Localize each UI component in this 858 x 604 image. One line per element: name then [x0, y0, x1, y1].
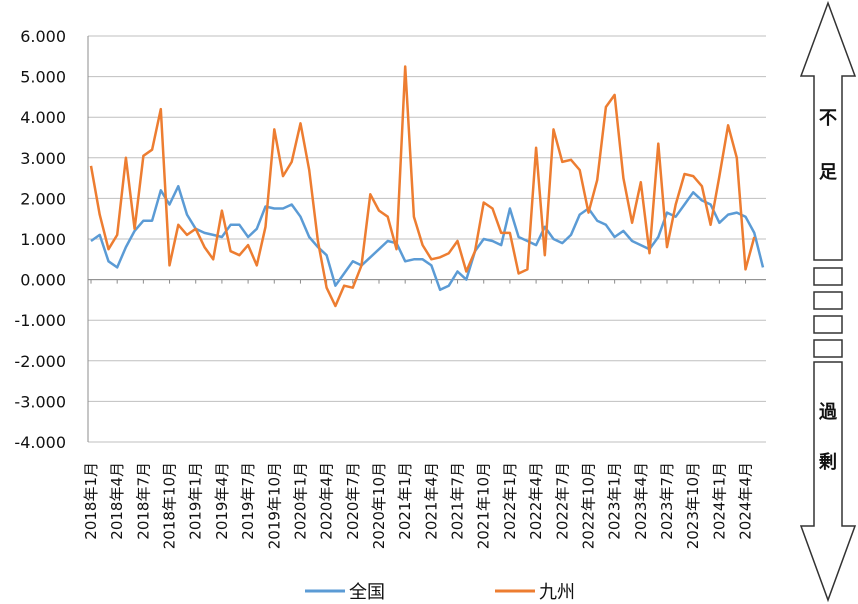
- x-tick-label: 2020年10月: [370, 462, 388, 549]
- y-tick-label: -3.000: [14, 392, 66, 411]
- x-tick-label: 2024年4月: [737, 462, 755, 540]
- gridlines: [88, 35, 766, 443]
- x-tick-label: 2019年7月: [239, 462, 257, 540]
- x-tick-label: 2018年7月: [134, 462, 152, 540]
- y-tick-label: 2.000: [20, 189, 66, 208]
- arrow-down-shape: [799, 361, 857, 603]
- y-tick-label: -2.000: [14, 352, 66, 371]
- legend-label: 全国: [349, 582, 385, 603]
- y-tick-label: 1.000: [20, 230, 66, 249]
- arrow-bottom-label-1: 過: [819, 402, 838, 423]
- arrow-up-shape: [799, 0, 857, 261]
- y-tick-label: 4.000: [20, 108, 66, 127]
- x-tick-label: 2021年7月: [449, 462, 467, 540]
- x-tick-label: 2018年1月: [82, 462, 100, 540]
- x-tick-label: 2019年4月: [213, 462, 231, 540]
- y-tick-label: 3.000: [20, 149, 66, 168]
- y-tick-label: -4.000: [14, 433, 66, 452]
- x-tick-label: 2021年4月: [422, 462, 440, 540]
- x-tick-label: 2020年1月: [291, 462, 309, 540]
- arrow-dash-box-1: [813, 267, 843, 286]
- arrow-bottom-label-2: 剰: [818, 451, 837, 473]
- x-tick-label: 2018年10月: [161, 462, 179, 549]
- x-tick-label: 2024年1月: [710, 462, 728, 540]
- legend: 全国 九州: [305, 582, 575, 603]
- arrow-dash-box-2: [813, 291, 843, 310]
- x-tick-label: 2023年7月: [658, 462, 676, 540]
- y-tick-label: 6.000: [20, 27, 66, 46]
- x-tick-label: 2018年4月: [108, 462, 126, 540]
- legend-label: 九州: [539, 582, 575, 603]
- arrow-top-label-1: 不: [819, 108, 837, 129]
- x-tick-label: 2021年1月: [396, 462, 414, 540]
- x-tick-label: 2020年7月: [344, 462, 362, 540]
- x-tick-label: 2022年10月: [579, 462, 597, 549]
- y-axis-tick-labels: 6.000 5.000 4.000 3.000 2.000 1.000 0.000 -1.00…: [14, 27, 66, 452]
- x-tick-label: 2022年1月: [501, 462, 519, 540]
- y-tick-label: 0.000: [20, 271, 66, 290]
- x-tick-label: 2020年4月: [318, 462, 336, 540]
- arrow-dash-box-4: [813, 339, 843, 358]
- series-lines: [89, 65, 765, 308]
- x-tick-label: 2019年1月: [187, 462, 205, 540]
- x-tick-label: 2023年4月: [632, 462, 650, 540]
- y-tick-label: -1.000: [14, 311, 66, 330]
- x-tick-label: 2022年4月: [527, 462, 545, 540]
- arrow-top-label-2: 足: [819, 162, 837, 183]
- x-tick-label: 2021年10月: [475, 462, 493, 549]
- arrow-dash-box-3: [813, 315, 843, 334]
- x-tick-label: 2022年7月: [553, 462, 571, 540]
- y-tick-label: 5.000: [20, 68, 66, 87]
- side-arrow: 不 足 過 剰: [799, 0, 857, 603]
- x-tick-label: 2023年1月: [606, 462, 624, 540]
- x-axis-tick-labels: 2018年1月 2018年4月 2018年7月 2018年10月 2019年1月 2019…: [82, 279, 755, 549]
- series-line-kyushu: [89, 65, 756, 308]
- x-tick-label: 2023年10月: [684, 462, 702, 549]
- x-tick-label: 2019年10月: [265, 462, 283, 549]
